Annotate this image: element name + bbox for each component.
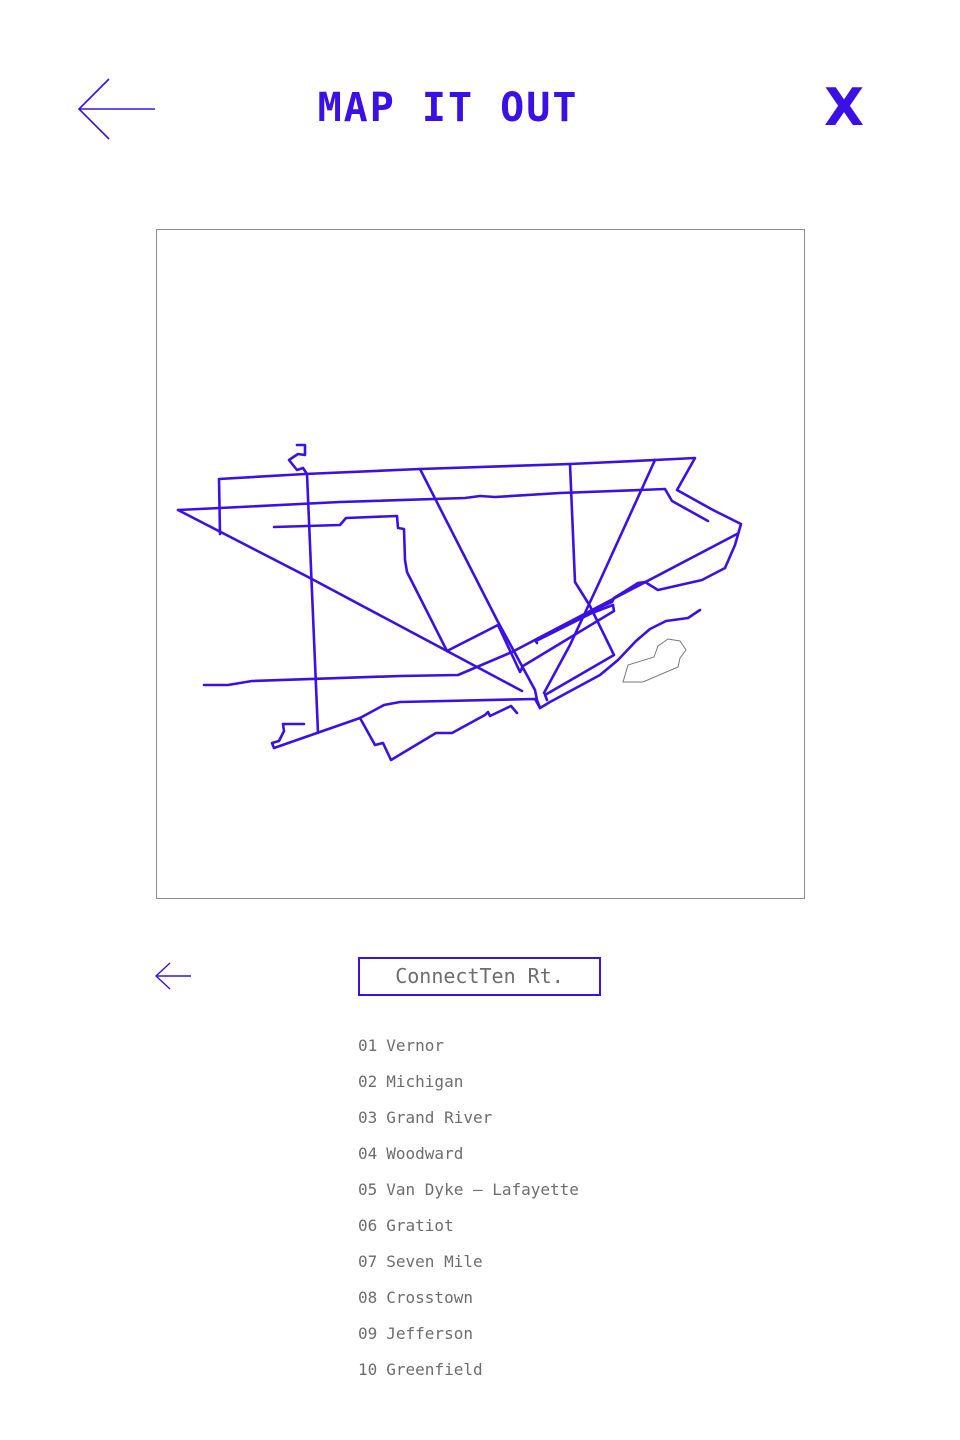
stop-number: 09 [358, 1324, 378, 1343]
stop-name: Michigan [386, 1072, 464, 1091]
route-back-button[interactable] [152, 960, 194, 992]
list-item[interactable]: 09 Jefferson [358, 1322, 579, 1358]
close-button[interactable]: X [823, 78, 865, 138]
stop-number: 01 [358, 1036, 378, 1055]
stop-name: Van Dyke — Lafayette [386, 1180, 579, 1199]
stop-name: Seven Mile [386, 1252, 483, 1271]
stop-name: Grand River [386, 1108, 493, 1127]
list-item[interactable]: 03 Grand River [358, 1106, 579, 1142]
route-line-van-dyke [542, 458, 657, 695]
list-item[interactable]: 04 Woodward [358, 1142, 579, 1178]
stop-number: 08 [358, 1288, 378, 1307]
list-item[interactable]: 06 Gratiot [358, 1214, 579, 1250]
stop-number: 04 [358, 1144, 378, 1163]
stop-number: 05 [358, 1180, 378, 1199]
stop-number: 07 [358, 1252, 378, 1271]
list-item[interactable]: 08 Crosstown [358, 1286, 579, 1322]
route-line-seven-mile [217, 456, 743, 645]
list-item[interactable]: 01 Vernor [358, 1034, 579, 1070]
back-button[interactable] [76, 76, 158, 142]
list-item[interactable]: 05 Van Dyke — Lafayette [358, 1178, 579, 1214]
route-line-greenfield [287, 443, 320, 735]
stop-name: Vernor [386, 1036, 445, 1055]
route-line-woodward [543, 462, 616, 702]
route-line-crosstown [176, 487, 710, 523]
route-line-vernor [358, 704, 519, 762]
stop-number: 03 [358, 1108, 378, 1127]
stop-name: Jefferson [386, 1324, 473, 1343]
list-item[interactable]: 07 Seven Mile [358, 1250, 579, 1286]
stop-list: 01 Vernor 02 Michigan 03 Grand River 04 Wood… [358, 1034, 579, 1394]
arrow-left-icon [154, 962, 191, 990]
route-line-grand-river [418, 467, 542, 710]
stop-number: 10 [358, 1360, 378, 1379]
route-name[interactable]: ConnectTen Rt. [358, 957, 601, 996]
route-line-michigan [202, 532, 739, 687]
route-line-lafayette [272, 514, 616, 674]
page-title: MAP IT OUT [317, 85, 579, 131]
route-map [156, 229, 805, 899]
route-line-jefferson [270, 608, 702, 750]
stop-name: Gratiot [386, 1216, 454, 1235]
stop-number: 06 [358, 1216, 378, 1235]
stop-name: Greenfield [386, 1360, 483, 1379]
stop-name: Woodward [386, 1144, 464, 1163]
stop-number: 02 [358, 1072, 378, 1091]
island-outline [622, 638, 687, 683]
list-item[interactable]: 10 Greenfield [358, 1358, 579, 1394]
stop-name: Crosstown [386, 1288, 473, 1307]
arrow-left-icon [77, 78, 155, 140]
list-item[interactable]: 02 Michigan [358, 1070, 579, 1106]
route-line-diagonal [176, 508, 524, 693]
